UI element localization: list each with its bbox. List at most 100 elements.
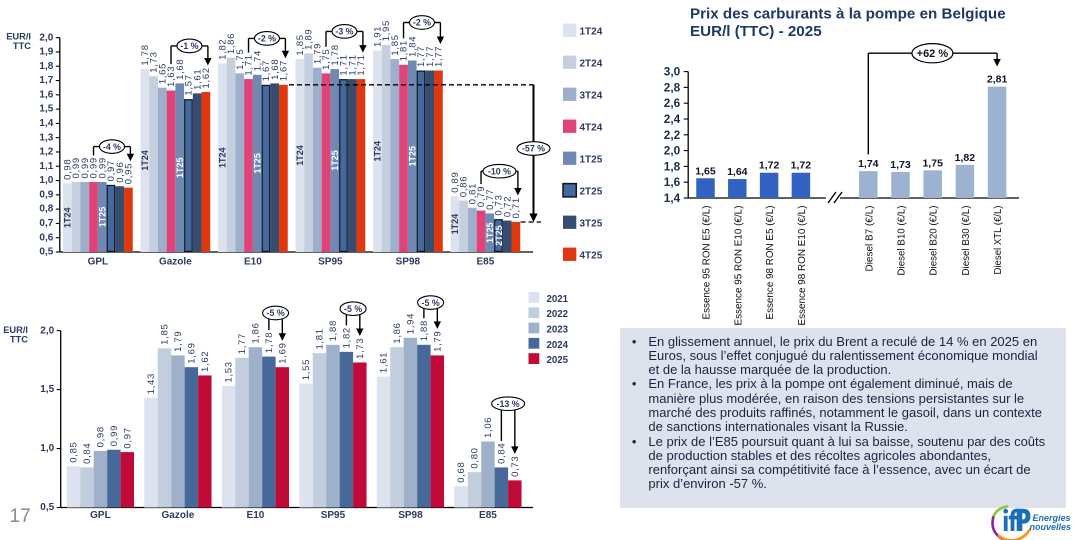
svg-text:1,88: 1,88 bbox=[419, 320, 430, 341]
svg-text:nouvelles: nouvelles bbox=[1030, 522, 1072, 532]
svg-text:E85: E85 bbox=[476, 257, 494, 268]
svg-text:1,81: 1,81 bbox=[315, 328, 326, 349]
svg-text:1,69: 1,69 bbox=[186, 342, 197, 363]
svg-text:EUR/l: EUR/l bbox=[3, 325, 28, 335]
svg-text:Diesel B10 (€/L): Diesel B10 (€/L) bbox=[897, 206, 908, 276]
svg-text:4T25: 4T25 bbox=[580, 251, 603, 262]
svg-text:0,77: 0,77 bbox=[485, 189, 496, 210]
svg-text:1,81: 1,81 bbox=[399, 40, 410, 61]
svg-text:SP98: SP98 bbox=[398, 510, 423, 521]
svg-text:2021: 2021 bbox=[547, 294, 569, 305]
svg-text:1,57: 1,57 bbox=[184, 74, 195, 95]
svg-text:1,78: 1,78 bbox=[264, 332, 275, 353]
svg-text:1,86: 1,86 bbox=[226, 33, 237, 54]
svg-text:1,5: 1,5 bbox=[40, 384, 54, 395]
svg-text:1,95: 1,95 bbox=[381, 20, 392, 41]
svg-text:1,77: 1,77 bbox=[425, 46, 436, 67]
svg-text:1,0: 1,0 bbox=[40, 443, 54, 454]
svg-text:Diesel XTL (€/L): Diesel XTL (€/L) bbox=[993, 206, 1004, 275]
svg-text:2,4: 2,4 bbox=[664, 112, 681, 126]
svg-text:2T24: 2T24 bbox=[580, 59, 603, 70]
svg-text:Essence 98 RON E10 (€/L): Essence 98 RON E10 (€/L) bbox=[797, 206, 808, 326]
svg-text:EUR/l: EUR/l bbox=[6, 32, 31, 42]
svg-text:SP98: SP98 bbox=[396, 257, 421, 268]
svg-text:1,8: 1,8 bbox=[39, 61, 53, 72]
svg-text:1,82: 1,82 bbox=[217, 39, 228, 60]
svg-text:0,86: 0,86 bbox=[459, 176, 470, 197]
svg-text:1,85: 1,85 bbox=[160, 324, 171, 345]
svg-text:1,53: 1,53 bbox=[224, 361, 235, 382]
svg-text:1T24: 1T24 bbox=[580, 27, 603, 38]
svg-text:1,43: 1,43 bbox=[146, 373, 157, 394]
svg-text:1,8: 1,8 bbox=[664, 159, 681, 173]
svg-text:1,71: 1,71 bbox=[244, 54, 255, 75]
svg-text:0,73: 0,73 bbox=[510, 456, 521, 477]
svg-text:1,75: 1,75 bbox=[235, 49, 246, 70]
svg-text:0,68: 0,68 bbox=[456, 461, 467, 482]
svg-text:Gazole: Gazole bbox=[162, 510, 195, 521]
svg-text:1,86: 1,86 bbox=[392, 322, 403, 343]
svg-text:4T24: 4T24 bbox=[580, 123, 603, 134]
svg-text:2,8: 2,8 bbox=[664, 80, 681, 94]
svg-text:1,75: 1,75 bbox=[922, 157, 943, 169]
svg-text:1,61: 1,61 bbox=[192, 69, 203, 90]
svg-text:1,65: 1,65 bbox=[157, 63, 168, 84]
svg-text:1T24: 1T24 bbox=[140, 150, 150, 171]
svg-text:1,85: 1,85 bbox=[295, 34, 306, 55]
svg-text:SP95: SP95 bbox=[321, 510, 346, 521]
svg-text:3,0: 3,0 bbox=[664, 65, 681, 79]
svg-text:1,2: 1,2 bbox=[39, 147, 53, 158]
svg-text:1T24: 1T24 bbox=[373, 141, 383, 162]
svg-text:1,65: 1,65 bbox=[695, 165, 716, 177]
svg-text:3T24: 3T24 bbox=[580, 91, 603, 102]
svg-text:1,64: 1,64 bbox=[727, 166, 748, 178]
svg-text:-10 %: -10 % bbox=[488, 166, 511, 176]
svg-text:0,79: 0,79 bbox=[476, 186, 487, 207]
svg-text:-4 %: -4 % bbox=[103, 142, 121, 152]
svg-text:2,0: 2,0 bbox=[40, 325, 54, 336]
svg-text:Diesel B7 (€/L): Diesel B7 (€/L) bbox=[864, 206, 875, 272]
svg-text:3T25: 3T25 bbox=[580, 219, 603, 230]
svg-text:2T25: 2T25 bbox=[580, 187, 603, 198]
svg-text:0,97: 0,97 bbox=[122, 427, 133, 448]
svg-text:1,79: 1,79 bbox=[432, 331, 443, 352]
svg-text:1T24: 1T24 bbox=[218, 147, 228, 168]
svg-text:2,2: 2,2 bbox=[664, 128, 681, 142]
svg-text:1,62: 1,62 bbox=[200, 351, 211, 372]
svg-text:1,68: 1,68 bbox=[270, 59, 281, 80]
svg-text:0,97: 0,97 bbox=[106, 160, 117, 181]
svg-text:-57 %: -57 % bbox=[522, 144, 545, 154]
svg-text:Prix des carburants à la pompe: Prix des carburants à la pompe en Belgiq… bbox=[690, 6, 1006, 23]
svg-text:2025: 2025 bbox=[547, 355, 569, 366]
svg-text:-5 %: -5 % bbox=[267, 308, 285, 318]
svg-text:2,0: 2,0 bbox=[39, 32, 53, 43]
svg-text:1,71: 1,71 bbox=[339, 54, 350, 75]
svg-text:2,0: 2,0 bbox=[664, 144, 681, 158]
svg-text:-1 %: -1 % bbox=[180, 41, 198, 51]
svg-text:0,99: 0,99 bbox=[80, 157, 91, 178]
svg-text:1,71: 1,71 bbox=[347, 54, 358, 75]
svg-text:-13 %: -13 % bbox=[497, 399, 520, 409]
svg-text:1,68: 1,68 bbox=[175, 59, 186, 80]
svg-text:0,98: 0,98 bbox=[62, 159, 73, 180]
svg-text:1,4: 1,4 bbox=[664, 191, 681, 205]
svg-text:TTC: TTC bbox=[13, 41, 31, 51]
svg-text:1T25: 1T25 bbox=[253, 153, 263, 174]
svg-text:0,72: 0,72 bbox=[502, 196, 513, 217]
svg-text:GPL: GPL bbox=[90, 510, 111, 521]
svg-text:1,62: 1,62 bbox=[201, 67, 212, 88]
svg-text:1,6: 1,6 bbox=[39, 89, 53, 100]
svg-text:-3 %: -3 % bbox=[335, 27, 353, 37]
svg-text:1T25: 1T25 bbox=[485, 222, 495, 243]
svg-text:1,89: 1,89 bbox=[304, 29, 315, 50]
svg-text:1,3: 1,3 bbox=[39, 132, 53, 143]
svg-text:1T24: 1T24 bbox=[450, 214, 460, 235]
svg-text:1,67: 1,67 bbox=[261, 60, 272, 81]
svg-text:2024: 2024 bbox=[547, 340, 569, 351]
svg-text:E10: E10 bbox=[244, 257, 262, 268]
svg-text:0,84: 0,84 bbox=[496, 443, 507, 464]
svg-text:1,61: 1,61 bbox=[379, 352, 390, 373]
svg-text:0,80: 0,80 bbox=[470, 447, 481, 468]
svg-text:1,74: 1,74 bbox=[252, 50, 263, 71]
svg-text:1,73: 1,73 bbox=[149, 51, 160, 72]
